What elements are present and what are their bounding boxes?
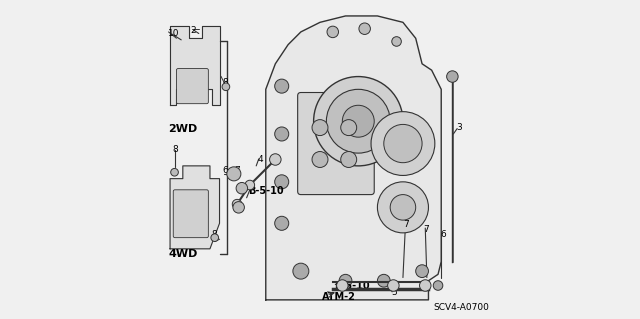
Circle shape xyxy=(275,79,289,93)
Circle shape xyxy=(416,265,428,278)
Circle shape xyxy=(378,274,390,287)
Text: 7: 7 xyxy=(234,166,239,175)
Text: 10: 10 xyxy=(168,29,179,38)
Circle shape xyxy=(339,274,352,287)
Circle shape xyxy=(340,120,356,136)
Polygon shape xyxy=(170,166,220,249)
Circle shape xyxy=(222,83,230,91)
FancyBboxPatch shape xyxy=(177,69,209,104)
Circle shape xyxy=(388,280,399,291)
Text: 8: 8 xyxy=(212,230,218,239)
Circle shape xyxy=(392,37,401,46)
Text: 2WD: 2WD xyxy=(168,124,198,134)
Circle shape xyxy=(420,280,431,291)
Circle shape xyxy=(245,180,255,190)
Circle shape xyxy=(390,195,416,220)
Text: B-5-10: B-5-10 xyxy=(248,186,284,197)
Circle shape xyxy=(275,127,289,141)
FancyBboxPatch shape xyxy=(173,190,209,238)
Circle shape xyxy=(378,182,428,233)
Circle shape xyxy=(211,234,218,241)
Circle shape xyxy=(359,23,371,34)
Polygon shape xyxy=(266,16,441,300)
Circle shape xyxy=(312,120,328,136)
Text: 5: 5 xyxy=(391,288,397,297)
Circle shape xyxy=(233,202,244,213)
Text: 4WD: 4WD xyxy=(168,249,198,259)
Circle shape xyxy=(371,112,435,175)
Circle shape xyxy=(337,280,348,291)
FancyBboxPatch shape xyxy=(298,93,374,195)
Text: 4: 4 xyxy=(258,155,264,164)
Circle shape xyxy=(232,199,242,209)
Polygon shape xyxy=(170,26,220,105)
Circle shape xyxy=(275,216,289,230)
Text: 7: 7 xyxy=(239,187,244,196)
Text: B-5-10: B-5-10 xyxy=(334,280,370,291)
Text: SCV4-A0700: SCV4-A0700 xyxy=(433,303,489,312)
Circle shape xyxy=(236,182,248,194)
Circle shape xyxy=(384,124,422,163)
Text: 6: 6 xyxy=(223,167,228,175)
Text: 6: 6 xyxy=(440,230,446,239)
Circle shape xyxy=(327,26,339,38)
Circle shape xyxy=(227,167,241,181)
Circle shape xyxy=(314,77,403,166)
Circle shape xyxy=(269,154,281,165)
Circle shape xyxy=(340,152,356,167)
Circle shape xyxy=(447,71,458,82)
Circle shape xyxy=(326,89,390,153)
Text: 7: 7 xyxy=(404,220,410,229)
Circle shape xyxy=(293,263,309,279)
Text: 7: 7 xyxy=(423,225,429,234)
Circle shape xyxy=(275,175,289,189)
Circle shape xyxy=(433,281,443,290)
Text: 8: 8 xyxy=(173,145,179,154)
Circle shape xyxy=(171,168,179,176)
Circle shape xyxy=(312,152,328,167)
Text: 8: 8 xyxy=(222,78,228,87)
Text: 3: 3 xyxy=(456,123,462,132)
Text: ATM-2: ATM-2 xyxy=(321,292,355,302)
Text: 2: 2 xyxy=(190,26,196,35)
Circle shape xyxy=(342,105,374,137)
